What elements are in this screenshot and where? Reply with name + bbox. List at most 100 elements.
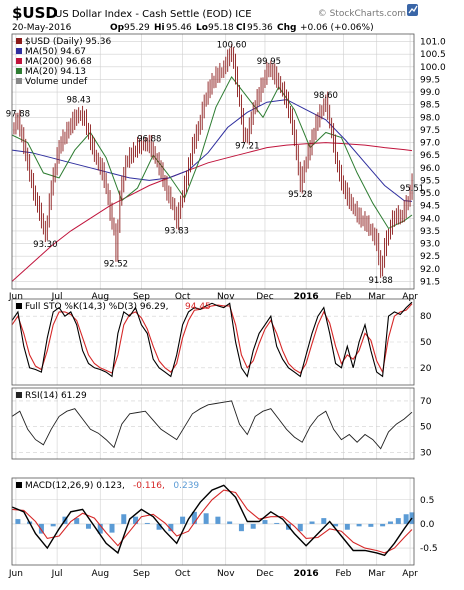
macd-histogram-bar bbox=[395, 518, 401, 524]
price-ytick-label: 98.5 bbox=[420, 101, 440, 111]
quote-cl-label: Cl bbox=[236, 23, 246, 33]
price-annotation: 98.60 bbox=[314, 91, 338, 101]
price-annotation: 97.21 bbox=[235, 141, 259, 151]
ticker-symbol: $USD bbox=[12, 4, 58, 22]
macd-histogram-bar bbox=[38, 523, 44, 534]
stoch-ytick-label: 20 bbox=[420, 364, 432, 374]
ma200-line bbox=[11, 142, 413, 282]
watermark: © StockCharts.com bbox=[318, 9, 406, 19]
quote-hi-label: Hi bbox=[154, 23, 165, 33]
quote-chg-label: Chg bbox=[277, 23, 296, 33]
macd-xaxis-label: Apr bbox=[402, 569, 418, 579]
macd-xaxis-label: Jul bbox=[51, 569, 63, 579]
macd-histogram-bar bbox=[333, 523, 339, 527]
price-xaxis-label: Dec bbox=[256, 292, 273, 302]
price-xaxis-label: Jun bbox=[8, 292, 23, 302]
price-annotation: 96.88 bbox=[137, 135, 161, 145]
macd-xaxis-label: Aug bbox=[91, 569, 109, 579]
macd-histogram-bar bbox=[156, 523, 162, 530]
price-annotation: 93.30 bbox=[33, 240, 57, 250]
quote-lo-value: 95.18 bbox=[208, 23, 234, 33]
price-legend-swatch bbox=[16, 38, 22, 44]
price-ytick-label: 96.5 bbox=[420, 151, 440, 161]
macd-histogram-bar bbox=[297, 523, 303, 532]
macd-xaxis-label: Sep bbox=[133, 569, 150, 579]
price-xaxis-label: 2016 bbox=[294, 292, 319, 302]
instrument-name: US Dollar Index - Cash Settle (EOD) ICE bbox=[55, 9, 252, 20]
macd-histogram-bar bbox=[368, 523, 374, 527]
rsi-ytick-label: 70 bbox=[420, 397, 432, 407]
macd-histogram-bar bbox=[191, 511, 197, 524]
panels-layer: 101.0 100.5 100.0 99.5 99.0 98.5 98.0 97.5 97.0 9… bbox=[6, 33, 446, 579]
macd-frame bbox=[11, 477, 415, 566]
quote-chg-value: +0.06 (+0.06%) bbox=[300, 23, 374, 33]
macd-histogram-bar bbox=[250, 523, 256, 529]
quote-date: 20-May-2016 bbox=[12, 23, 72, 33]
price-ytick-label: 93.0 bbox=[420, 240, 440, 250]
price-ytick-label: 101.0 bbox=[420, 38, 446, 48]
price-ytick-label: 96.0 bbox=[420, 164, 440, 174]
price-ytick-label: 97.0 bbox=[420, 139, 440, 149]
price-ytick-label: 99.5 bbox=[420, 75, 440, 85]
price-xaxis-label: Jul bbox=[51, 292, 63, 302]
macd-legend-swatch bbox=[16, 482, 22, 488]
macd-xaxis-label: 2016 bbox=[294, 569, 319, 579]
stoch-ytick-label: 80 bbox=[420, 312, 432, 322]
macd-xaxis-label: Dec bbox=[256, 569, 273, 579]
macd-legend-label: MACD(12,26,9) 0.123, bbox=[25, 481, 125, 491]
macd-histogram-bar bbox=[97, 523, 103, 534]
macd-xaxis-label: Jun bbox=[8, 569, 23, 579]
price-xaxis-label: Nov bbox=[217, 292, 235, 302]
stoch-d-line bbox=[11, 303, 413, 374]
macd-legend-label: 0.239 bbox=[173, 481, 199, 491]
price-annotation: 93.83 bbox=[165, 227, 189, 237]
macd-histogram-bar bbox=[74, 518, 80, 524]
macd-ytick-label: 0.5 bbox=[420, 496, 434, 506]
price-legend-swatch bbox=[16, 58, 22, 64]
price-annotation: 99.95 bbox=[257, 57, 281, 67]
price-ytick-label: 94.0 bbox=[420, 214, 440, 224]
price-ytick-label: 99.0 bbox=[420, 88, 440, 98]
price-legend-label: MA(20) 94.13 bbox=[25, 67, 86, 77]
macd-histogram-bar bbox=[144, 522, 150, 524]
price-legend-swatch bbox=[16, 48, 22, 54]
price-legend-label: MA(200) 96.68 bbox=[25, 57, 92, 67]
macd-ytick-label: 0.0 bbox=[420, 520, 435, 530]
macd-histogram-bar bbox=[274, 522, 280, 524]
rsi-legend-swatch bbox=[16, 392, 22, 398]
macd-xaxis-label: Nov bbox=[217, 569, 235, 579]
stoch-ytick-label: 50 bbox=[420, 338, 432, 348]
price-legend-swatch bbox=[16, 78, 22, 84]
rsi-legend-label: RSI(14) 61.29 bbox=[25, 391, 87, 401]
macd-histogram-bar bbox=[85, 523, 91, 529]
price-ytick-label: 98.0 bbox=[420, 113, 440, 123]
macd-histogram-bar bbox=[344, 523, 350, 530]
macd-histogram-bar bbox=[215, 516, 221, 524]
price-bars bbox=[13, 44, 413, 278]
stoch-frame bbox=[11, 298, 415, 386]
macd-line bbox=[11, 484, 413, 557]
macd-histogram-bar bbox=[356, 523, 362, 527]
macd-xaxis-label: Mar bbox=[368, 569, 385, 579]
macd-histogram-bar bbox=[227, 521, 233, 524]
price-xaxis-label: Mar bbox=[368, 292, 385, 302]
rsi-ytick-label: 30 bbox=[420, 449, 432, 459]
rsi-frame bbox=[11, 387, 415, 460]
price-legend-label: $USD (Daily) 95.36 bbox=[25, 37, 112, 47]
quote-op-label: Op bbox=[110, 23, 125, 33]
macd-signal-line bbox=[11, 489, 413, 554]
macd-histogram-bar bbox=[121, 514, 127, 524]
stoch-legend-swatch bbox=[16, 303, 22, 309]
stoch-k-line bbox=[11, 301, 413, 378]
macd-histogram-bar bbox=[50, 523, 56, 527]
macd-histogram-bar bbox=[403, 514, 409, 524]
macd-histogram-bar bbox=[109, 523, 115, 533]
macd-histogram-bar bbox=[203, 513, 209, 524]
macd-histogram-bar bbox=[309, 521, 315, 524]
macd-histogram-bar bbox=[321, 518, 327, 524]
price-ytick-label: 95.0 bbox=[420, 189, 440, 199]
price-annotation: 97.88 bbox=[6, 109, 30, 119]
macd-xaxis-label: Feb bbox=[335, 569, 351, 579]
price-ytick-label: 91.5 bbox=[420, 277, 440, 287]
